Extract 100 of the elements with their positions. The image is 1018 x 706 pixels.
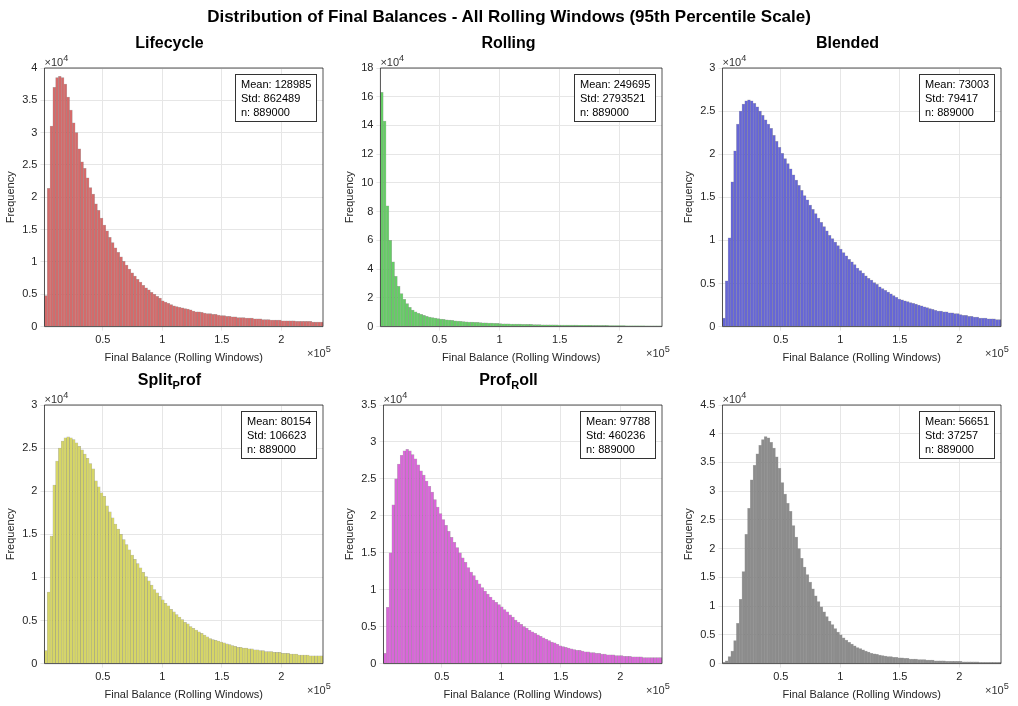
y-tick-label: 2 [709,541,716,554]
chart-title: Rolling [480,33,537,53]
annotation: Mean: 73003 [925,78,990,90]
y-tick-label: 2.5 [22,158,38,171]
y-tick-label: 6 [367,233,374,246]
chart-title: Prof$_{R}$oll [478,370,539,392]
y-tick-label: 4.5 [700,398,716,411]
y-tick-label: 0 [31,319,38,332]
y-tick-label: 0.5 [22,613,38,626]
text: ×10$^{5}$ [307,680,331,696]
x-axis-title: Final Balance (Rolling Windows) [443,688,602,701]
y-tick-label: 2.5 [361,471,377,484]
x-tick-label: 0.5 [434,670,450,683]
y-tick-label: 12 [361,147,374,160]
chart-title: Lifecycle [134,33,205,53]
y-tick-label: 3 [31,398,38,411]
chart-title: Blended [814,33,881,53]
y-tick-label: 8 [367,204,374,217]
x-tick-label: 1 [496,333,503,346]
y-tick-label: 1 [709,599,716,612]
y-tick-label: 3.5 [700,455,716,468]
y-tick-label: 3 [31,125,38,138]
x-tick-label: 0.5 [95,670,111,683]
y-tick-label: 3 [370,434,377,447]
annotation: Std: 862489 [241,92,301,104]
x-tick-label: 1.5 [892,670,908,683]
annotation: Mean: 56651 [925,415,990,427]
y-tick-label: 4 [709,426,716,439]
y-tick-label: 1 [31,570,38,583]
y-tick-label: 4 [367,262,374,275]
x-tick-label: 1 [159,333,166,346]
text: ×10$^{4}$ [380,53,405,68]
text: ×10$^{4}$ [44,53,69,68]
annotation: Std: 79417 [925,92,979,104]
y-tick-label: 0.5 [361,619,377,632]
y-axis-title: Frequency [3,507,16,561]
annotation: Mean: 80154 [247,415,312,427]
text: Distribution of Final Balances - All Rolling Windows (95th Percentile Scale) [206,6,812,28]
y-tick-label: 2 [370,508,377,521]
x-axis-title: Final Balance (Rolling Windows) [442,351,601,364]
x-tick-label: 0.5 [95,333,111,346]
x-tick-label: 2 [616,333,623,346]
y-axis-title: Frequency [342,507,355,561]
text: ×10$^{5}$ [985,343,1009,359]
x-tick-label: 1.5 [552,333,568,346]
x-tick-label: 1 [159,670,166,683]
y-tick-label: 10 [361,175,374,188]
annotation: n: 889000 [925,443,974,455]
x-tick-label: 2 [956,333,963,346]
y-tick-label: 3 [709,484,716,497]
y-tick-label: 16 [361,89,374,102]
x-tick-label: 1 [498,670,505,683]
text: ×10$^{5}$ [646,343,670,359]
x-tick-label: 0.5 [773,670,789,683]
y-tick-label: 0 [709,656,716,669]
annotation: Std: 37257 [925,429,979,441]
y-tick-label: 0 [367,319,374,332]
y-tick-label: 1 [370,582,377,595]
y-tick-label: 3.5 [361,398,377,411]
y-tick-label: 1.5 [361,545,377,558]
y-tick-label: 2.5 [700,512,716,525]
x-tick-label: 1 [837,333,844,346]
x-tick-label: 1.5 [553,670,569,683]
y-tick-label: 1.5 [700,190,716,203]
y-tick-label: 0 [709,319,716,332]
y-tick-label: 3.5 [22,93,38,106]
text: ×10$^{4}$ [383,390,408,405]
annotation: Std: 106623 [247,429,307,441]
annotation: Mean: 249695 [580,78,651,90]
x-tick-label: 1.5 [892,333,908,346]
text: ×10$^{4}$ [722,53,747,68]
annotation: Std: 2793521 [580,92,646,104]
x-axis-title: Final Balance (Rolling Windows) [104,688,263,701]
x-tick-label: 2 [956,670,963,683]
x-tick-label: 1.5 [214,333,230,346]
text: ×10$^{4}$ [722,390,747,405]
annotation: n: 889000 [580,106,629,118]
x-axis-title: Final Balance (Rolling Windows) [782,688,941,701]
y-tick-label: 2 [31,190,38,203]
text: ×10$^{4}$ [44,390,69,405]
y-axis-title: Frequency [3,170,16,224]
x-tick-label: 2 [278,333,285,346]
x-axis-title: Final Balance (Rolling Windows) [782,351,941,364]
y-tick-label: 1.5 [700,570,716,583]
x-tick-label: 2 [278,670,285,683]
y-tick-label: 18 [361,61,374,74]
x-tick-label: 0.5 [431,333,448,346]
text: ×10$^{5}$ [985,680,1009,696]
annotation: Mean: 128985 [241,78,312,90]
y-tick-label: 0.5 [700,627,716,640]
annotation: Mean: 97788 [586,415,651,427]
y-axis-title: Frequency [342,170,355,224]
y-tick-label: 2.5 [700,104,716,117]
y-tick-label: 14 [361,118,374,131]
y-tick-label: 4 [31,61,38,74]
chart-title: Split$_{P}$rof [136,370,203,392]
y-axis-title: Frequency [681,170,694,224]
y-tick-label: 0 [31,656,38,669]
y-axis-title: Frequency [681,507,694,561]
text: ×10$^{5}$ [307,343,331,359]
